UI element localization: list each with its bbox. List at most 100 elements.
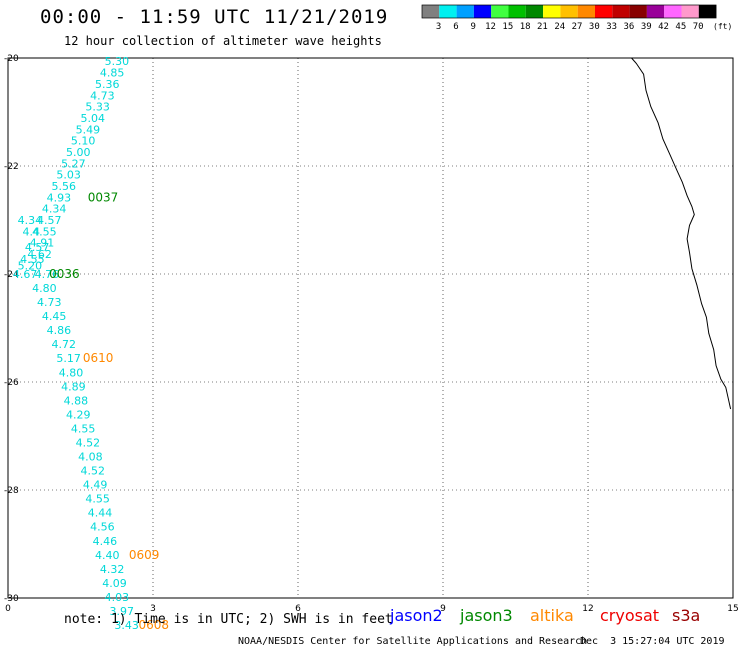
- pass-time-label: 0610: [83, 351, 114, 365]
- wave-height-label: 4.67: [13, 268, 38, 281]
- wave-height-label: 4.57: [25, 241, 49, 254]
- legend-swatch: [595, 5, 613, 18]
- generation-timestamp: Dec 3 15:27:04 UTC 2019: [580, 636, 725, 647]
- wave-height-label: 5.03: [56, 169, 80, 182]
- pass-time-label: 0037: [88, 190, 119, 204]
- wave-height-label: 4.80: [32, 282, 57, 295]
- wave-height-label: 4.55: [71, 422, 96, 435]
- satellite-s3a: s3a: [672, 606, 701, 625]
- legend-swatch: [646, 5, 665, 18]
- legend-label: 36: [623, 22, 635, 32]
- wave-height-label: 4.76: [35, 268, 60, 281]
- wave-height-label: 3.43: [114, 619, 139, 632]
- wave-height-label: 4.46: [93, 535, 118, 548]
- wave-height-label: 4.52: [81, 465, 106, 478]
- wave-height-label: 4.55: [85, 493, 110, 506]
- x-tick-label: 3: [150, 604, 156, 614]
- legend-swatch: [543, 5, 561, 18]
- y-tick-label: -20: [4, 54, 19, 64]
- note-text: note: 1) Time is in UTC; 2) SWH is in fe…: [64, 612, 393, 627]
- wave-height-label: 3.97: [110, 605, 135, 618]
- satellite-jason3: jason3: [460, 606, 513, 625]
- pass-time-label: 0609: [129, 548, 160, 562]
- wave-height-label: 4.34: [42, 203, 66, 216]
- wave-height-label: 4.91: [30, 237, 55, 250]
- legend-swatch: [422, 5, 440, 18]
- wave-height-label: 4.89: [61, 380, 86, 393]
- legend-swatch: [629, 5, 647, 18]
- map-frame: [7, 57, 734, 599]
- wave-height-label: 4.29: [66, 408, 91, 421]
- wave-height-label: 4.86: [47, 324, 72, 337]
- map-title: 00:00 - 11:59 UTC 11/21/2019: [40, 6, 389, 28]
- x-tick-label: 12: [582, 604, 593, 614]
- legend-swatch: [456, 5, 474, 18]
- legend-label: 42: [658, 22, 669, 32]
- wave-height-label: 4.08: [78, 451, 103, 464]
- legend-unit: (ft): [713, 22, 733, 31]
- legend-swatch: [560, 5, 578, 18]
- legend-label: 30: [588, 22, 600, 32]
- legend-label: 3: [435, 22, 442, 32]
- legend-label: 45: [675, 22, 687, 32]
- wave-height-label: 4.73: [90, 89, 115, 102]
- wave-height-label: 4.88: [64, 394, 88, 407]
- y-tick-label: -22: [4, 162, 19, 172]
- y-tick-label: -24: [4, 270, 19, 280]
- y-tick-label: -30: [4, 594, 19, 604]
- credit-line: NOAA/NESDIS Center for Satellite Applica…: [238, 636, 588, 647]
- legend-label: 15: [502, 22, 514, 32]
- pass-time-label: 0036: [49, 267, 80, 281]
- pass-time-label: 0608: [139, 618, 170, 632]
- wave-height-label: 5.04: [81, 112, 106, 125]
- wave-height-label: 4.03: [105, 591, 129, 604]
- wave-height-label: 5.27: [61, 157, 86, 170]
- legend-label: 18: [519, 22, 531, 32]
- wave-height-label: 4.73: [37, 296, 62, 309]
- wave-height-color-legend: [421, 4, 717, 19]
- satellite-cryosat: cryosat: [600, 606, 660, 625]
- x-tick-label: 6: [295, 604, 301, 614]
- wave-height-label: 4.52: [76, 436, 101, 449]
- wave-height-label: 5.49: [76, 123, 101, 136]
- x-tick-label: 15: [727, 604, 738, 614]
- legend-label: 6: [453, 22, 459, 32]
- wave-height-label: 4.55: [32, 225, 57, 238]
- legend-label: 70: [692, 22, 704, 32]
- legend-label: 9: [470, 22, 476, 32]
- wave-height-label: 4.09: [102, 577, 127, 590]
- legend-swatch: [439, 5, 457, 18]
- legend-swatch: [577, 5, 595, 18]
- wave-height-label: 4.49: [83, 479, 108, 492]
- legend-swatch: [612, 5, 630, 18]
- wave-height-label: 4.45: [42, 310, 66, 323]
- legend-label: 21: [537, 22, 548, 32]
- wave-height-label: 4.80: [59, 366, 84, 379]
- wave-height-label: 5.10: [71, 135, 96, 148]
- wave-height-label: 5.30: [105, 55, 129, 68]
- wave-height-label: 5.36: [95, 78, 120, 91]
- wave-height-label: 5.33: [85, 101, 110, 114]
- legend-label: 33: [606, 22, 618, 32]
- legend-label: 12: [485, 22, 496, 32]
- wave-height-label: 5.17: [56, 352, 80, 365]
- x-tick-label: 0: [5, 604, 11, 614]
- wave-height-label: 4.4: [23, 225, 41, 238]
- legend-label: 27: [571, 22, 583, 32]
- y-tick-label: -28: [4, 486, 19, 496]
- legend-swatch: [664, 5, 682, 18]
- wave-height-label: 4.57: [37, 214, 62, 227]
- wave-height-label: 4.34: [18, 214, 42, 227]
- wave-height-label: 4.62: [27, 248, 52, 261]
- satellite-jason2: jason2: [390, 606, 443, 625]
- legend-swatch: [698, 5, 717, 18]
- wave-height-label: 5.20: [18, 259, 42, 272]
- satellite-altika: altika: [530, 606, 574, 625]
- wave-height-label: 4.40: [95, 549, 120, 562]
- wave-height-label: 5.00: [66, 146, 91, 159]
- x-tick-label: 9: [440, 604, 446, 614]
- wave-height-label: 4.72: [52, 338, 77, 351]
- map-subtitle: 12 hour collection of altimeter wave hei…: [64, 34, 382, 48]
- legend-swatch: [491, 5, 509, 18]
